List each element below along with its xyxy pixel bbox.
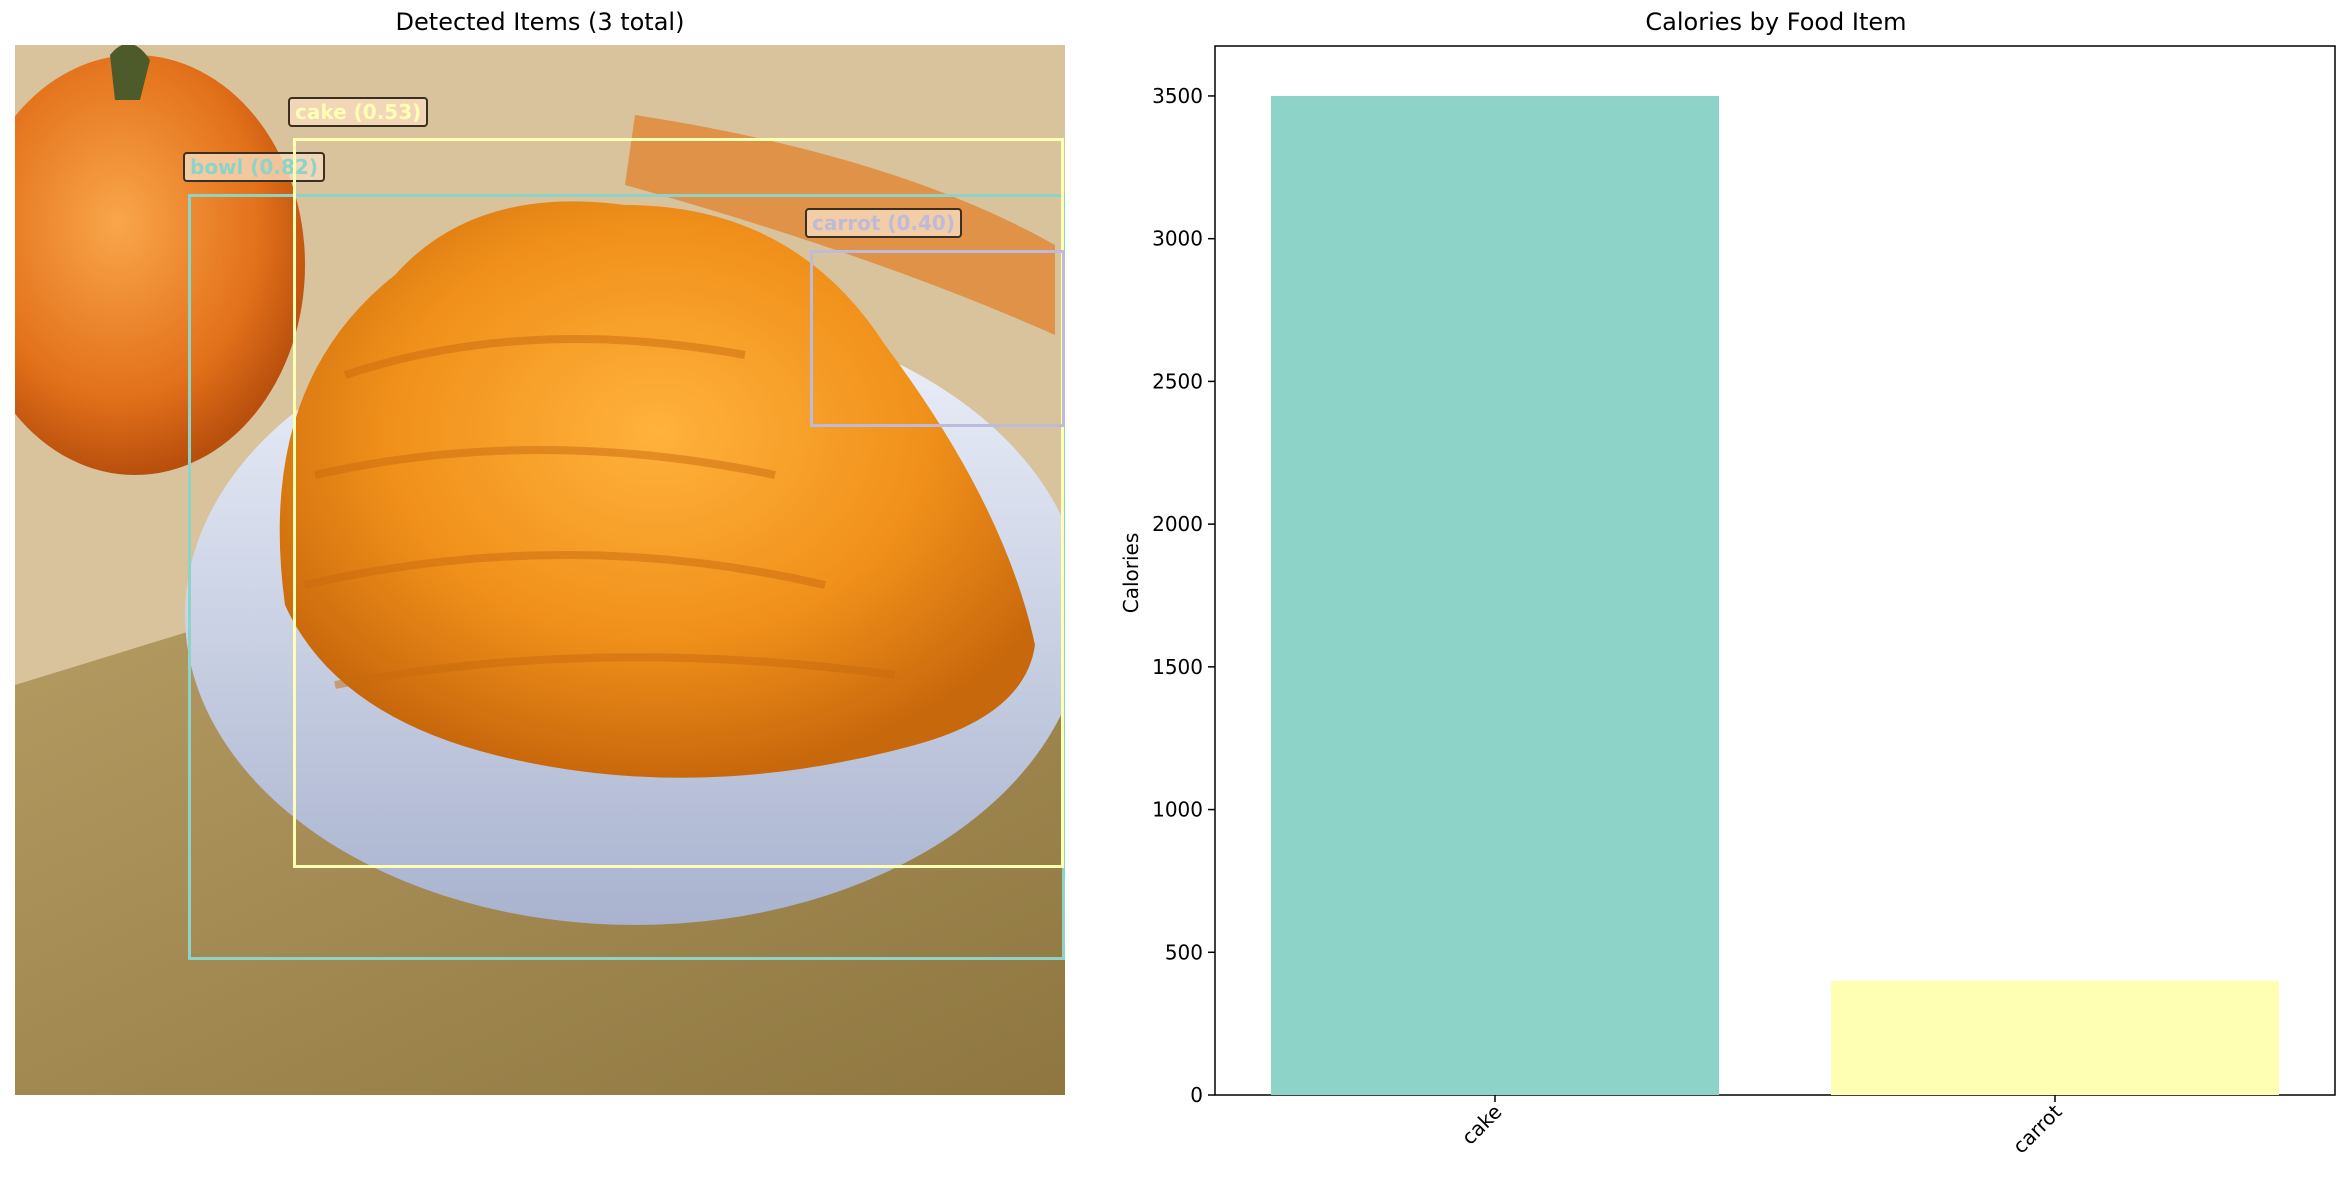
bowl-detection-label: bowl (0.82) bbox=[183, 152, 325, 182]
y-axis-label: Calories bbox=[1119, 533, 1143, 614]
chart-axes bbox=[1214, 45, 2336, 1096]
y-tick-label: 3000 bbox=[1152, 227, 1203, 251]
bar-carrot bbox=[1831, 980, 2279, 1095]
x-tick-label-cake: cake bbox=[1457, 1100, 1507, 1150]
y-tick-label: 1000 bbox=[1152, 798, 1203, 822]
chart-bars bbox=[1271, 95, 2279, 1095]
carrot-detection-box bbox=[810, 250, 1065, 427]
y-tick-label: 1500 bbox=[1152, 655, 1203, 679]
x-tick-label-carrot: carrot bbox=[2008, 1099, 2067, 1158]
detection-panel-title: Detected Items (3 total) bbox=[395, 8, 685, 36]
cake-detection-box bbox=[293, 138, 1064, 868]
food-photo: bowl (0.82) cake (0.53) carrot (0.40) bbox=[15, 45, 1065, 1095]
chart-title: Calories by Food Item bbox=[1645, 8, 1907, 36]
y-tick-label: 3500 bbox=[1152, 84, 1203, 108]
y-tick-label: 0 bbox=[1190, 1083, 1203, 1107]
y-tick-label: 2000 bbox=[1152, 512, 1203, 536]
bar-cake bbox=[1271, 95, 1719, 1095]
cake-detection-label: cake (0.53) bbox=[288, 97, 429, 127]
carrot-detection-label: carrot (0.40) bbox=[805, 208, 962, 238]
plot-frame bbox=[1214, 45, 2336, 1096]
y-tick-label: 2500 bbox=[1152, 369, 1203, 393]
y-tick-label: 500 bbox=[1165, 940, 1203, 964]
calories-bar-chart: 0 500 1000 1500 2000 2500 3000 3500 cake carrot C… bbox=[1119, 45, 2336, 1158]
